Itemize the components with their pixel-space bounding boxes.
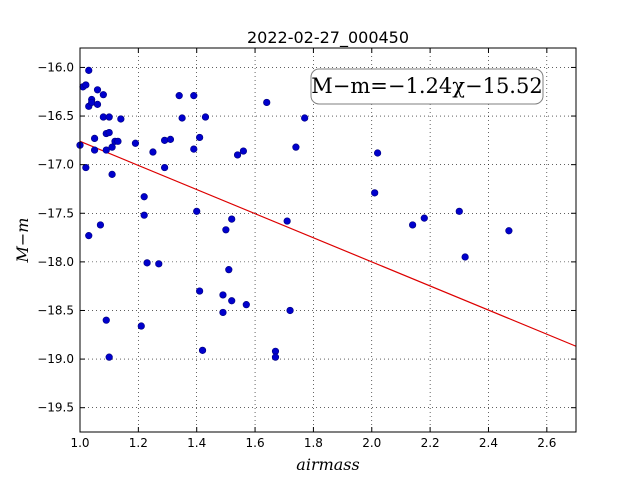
data-point bbox=[161, 136, 169, 144]
data-point bbox=[198, 346, 207, 354]
grid bbox=[79, 48, 576, 432]
data-point bbox=[143, 259, 151, 267]
data-point bbox=[193, 207, 201, 215]
data-point bbox=[90, 134, 99, 143]
y-tick-labels: −16.0 −16.5 −17.0 −17.5 −18.0 −18.5 −19.0 −19.5 bbox=[37, 60, 74, 414]
data-point bbox=[93, 86, 102, 94]
x-axis-label: airmass bbox=[296, 455, 359, 474]
x-tick-label: 2.4 bbox=[479, 436, 498, 450]
data-point bbox=[374, 149, 382, 157]
data-point bbox=[371, 189, 379, 197]
data-point bbox=[82, 163, 90, 172]
data-point bbox=[283, 217, 291, 225]
data-point bbox=[222, 226, 230, 234]
fit-line bbox=[79, 140, 577, 347]
data-point bbox=[161, 163, 169, 172]
data-point bbox=[196, 287, 204, 295]
x-tick-label: 1.4 bbox=[187, 436, 206, 450]
data-point bbox=[155, 260, 163, 268]
data-point bbox=[409, 221, 417, 229]
data-point bbox=[85, 66, 93, 74]
axis-ticks bbox=[79, 48, 576, 432]
data-point bbox=[131, 139, 140, 147]
data-point bbox=[219, 291, 227, 299]
data-point bbox=[99, 91, 107, 99]
data-point bbox=[228, 215, 236, 223]
data-point bbox=[178, 114, 186, 122]
data-point bbox=[420, 214, 428, 222]
y-tick-label: −16.0 bbox=[37, 60, 74, 74]
data-point bbox=[102, 146, 110, 154]
data-point bbox=[196, 133, 204, 142]
data-point bbox=[90, 146, 99, 154]
data-point bbox=[108, 143, 116, 151]
fit-annotation: M−m=−1.24χ−15.52 bbox=[310, 68, 544, 105]
chart-title: 2022-02-27_000450 bbox=[247, 28, 409, 48]
x-tick-label: 1.8 bbox=[304, 436, 323, 450]
y-tick-label: −19.5 bbox=[37, 401, 74, 415]
data-point bbox=[108, 170, 116, 178]
data-point bbox=[102, 316, 110, 324]
data-point bbox=[242, 301, 250, 309]
data-point bbox=[117, 115, 125, 123]
y-tick-label: −18.0 bbox=[37, 255, 74, 269]
data-point bbox=[93, 100, 102, 108]
y-tick-label: −17.5 bbox=[37, 206, 74, 220]
x-tick-label: 1.2 bbox=[129, 436, 148, 450]
data-point bbox=[461, 253, 469, 261]
data-point bbox=[114, 137, 122, 145]
plot-frame bbox=[79, 47, 577, 433]
data-point bbox=[149, 148, 157, 156]
x-tick-label: 1.6 bbox=[246, 436, 265, 450]
data-point bbox=[175, 92, 183, 100]
data-point bbox=[225, 266, 233, 274]
y-tick-label: −19.0 bbox=[37, 352, 74, 366]
data-point bbox=[166, 135, 175, 143]
y-tick-label: −16.5 bbox=[37, 109, 74, 123]
data-point bbox=[105, 128, 113, 137]
x-tick-label: 2.0 bbox=[362, 436, 381, 450]
data-point bbox=[105, 113, 113, 121]
data-point bbox=[239, 147, 247, 155]
y-tick-label: −18.5 bbox=[37, 303, 74, 317]
y-tick-label: −17.0 bbox=[37, 158, 74, 172]
data-point bbox=[292, 143, 300, 151]
x-tick-label: 1.0 bbox=[70, 436, 89, 450]
data-point bbox=[190, 145, 198, 153]
data-points bbox=[76, 66, 513, 361]
fit-line-layer bbox=[79, 140, 577, 347]
data-point bbox=[190, 92, 198, 100]
data-point bbox=[85, 232, 93, 240]
data-point bbox=[105, 353, 113, 361]
data-point bbox=[233, 151, 242, 159]
x-tick-labels: 1.0 1.2 1.4 1.6 1.8 2.0 2.2 2.4 2.6 bbox=[70, 436, 556, 450]
y-axis-label: M−m bbox=[13, 218, 32, 264]
annotation-text: M−m=−1.24χ−15.52 bbox=[311, 74, 542, 98]
data-point bbox=[228, 297, 236, 305]
data-point bbox=[455, 207, 463, 215]
x-tick-label: 2.2 bbox=[421, 436, 440, 450]
annotation-box bbox=[310, 68, 544, 105]
data-point bbox=[263, 98, 271, 107]
data-point bbox=[140, 193, 148, 201]
data-point bbox=[82, 81, 90, 89]
data-point bbox=[271, 353, 280, 361]
data-point bbox=[137, 322, 145, 330]
data-point bbox=[505, 227, 513, 235]
data-point bbox=[219, 308, 227, 317]
x-tick-label: 2.6 bbox=[537, 436, 556, 450]
data-point bbox=[140, 211, 148, 219]
data-point bbox=[96, 221, 105, 229]
data-point bbox=[301, 114, 309, 122]
data-point bbox=[201, 113, 210, 121]
data-point bbox=[286, 306, 294, 315]
